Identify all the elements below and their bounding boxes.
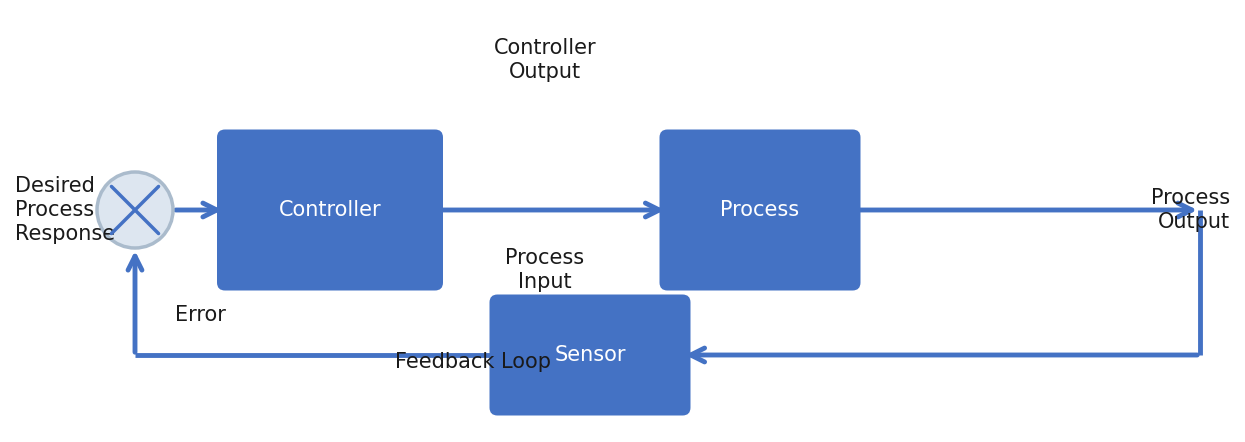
Text: Sensor: Sensor <box>554 345 626 365</box>
Text: Error: Error <box>176 305 225 325</box>
Text: Process: Process <box>721 200 799 220</box>
FancyBboxPatch shape <box>489 294 691 415</box>
Text: Controller: Controller <box>279 200 381 220</box>
Text: Controller
Output: Controller Output <box>494 38 596 82</box>
FancyBboxPatch shape <box>217 130 443 290</box>
Circle shape <box>97 172 173 248</box>
Text: Process
Output: Process Output <box>1150 188 1230 232</box>
Text: Desired
Process
Response: Desired Process Response <box>15 176 115 244</box>
Text: Process
Input: Process Input <box>505 248 585 292</box>
FancyBboxPatch shape <box>660 130 860 290</box>
Text: Feedback Loop: Feedback Loop <box>395 352 552 372</box>
